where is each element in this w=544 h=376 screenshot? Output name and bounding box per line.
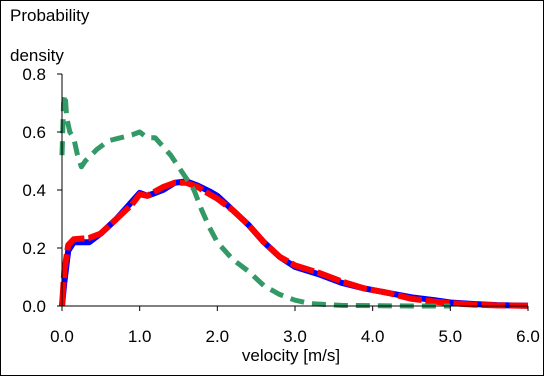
y-tick-label: 0.6: [22, 123, 46, 142]
y-tick-label: 0.8: [22, 65, 46, 84]
series-group: [62, 94, 528, 306]
x-axis-label: velocity [m/s]: [242, 346, 340, 365]
x-tick-label: 2.0: [206, 327, 230, 346]
y-tick-label: 0.2: [22, 239, 46, 258]
x-tick-label: 3.0: [283, 327, 307, 346]
x-tick-label: 0.0: [50, 327, 74, 346]
x-tick-label: 5.0: [439, 327, 463, 346]
x-tick-label: 1.0: [128, 327, 152, 346]
series-line-3: [62, 94, 450, 306]
y-tick-label: 0.0: [22, 297, 46, 316]
axes-group: [57, 74, 528, 311]
y-tick-label: 0.4: [22, 181, 46, 200]
x-tick-label: 6.0: [516, 327, 540, 346]
series-line-2: [62, 183, 528, 306]
x-tick-label: 4.0: [361, 327, 385, 346]
